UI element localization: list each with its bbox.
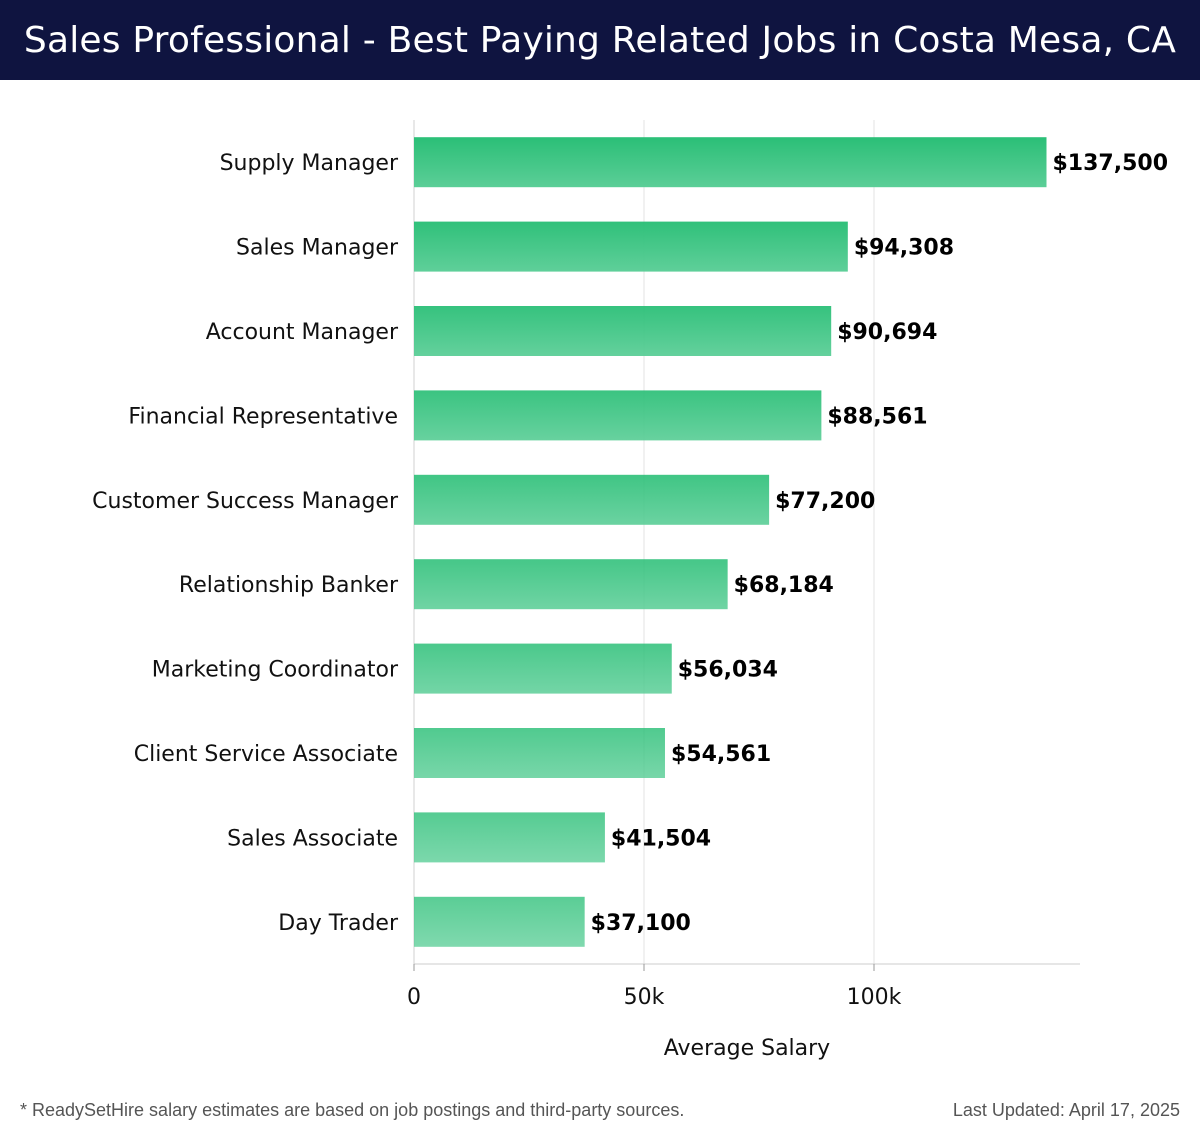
bar (414, 812, 605, 863)
bar (414, 643, 672, 694)
chart-title: Sales Professional - Best Paying Related… (23, 19, 1177, 61)
category-label: Day Trader (278, 911, 399, 936)
category-label: Marketing Coordinator (152, 658, 399, 683)
value-label: $77,200 (775, 489, 875, 514)
category-label: Client Service Associate (134, 742, 398, 767)
value-label: $88,561 (827, 404, 927, 429)
last-updated: Last Updated: April 17, 2025 (952, 1100, 1180, 1120)
labels: Supply Manager $137,500 Sales Manager $94,3… (92, 151, 1168, 936)
bar (414, 896, 585, 947)
x-tick-label: 0 (407, 985, 421, 1010)
bar (414, 137, 1047, 188)
value-label: $137,500 (1053, 151, 1169, 176)
bar (414, 221, 848, 272)
value-label: $37,100 (591, 911, 691, 936)
x-tick-label: 50k (624, 985, 665, 1010)
category-label: Relationship Banker (179, 573, 399, 598)
chart-header: Sales Professional - Best Paying Related… (0, 0, 1200, 80)
category-label: Sales Associate (227, 826, 398, 851)
value-label: $94,308 (854, 236, 954, 261)
bar (414, 728, 665, 778)
category-label: Sales Manager (236, 236, 399, 261)
bar (414, 390, 822, 441)
category-label: Supply Manager (220, 151, 399, 176)
category-label: Account Manager (206, 320, 399, 345)
x-axis: 0 50k 100k Average Salary (407, 963, 1080, 1061)
value-label: $41,504 (611, 826, 711, 851)
bar (414, 559, 728, 610)
category-label: Financial Representative (128, 404, 398, 429)
value-label: $68,184 (734, 573, 834, 598)
bar-chart: 0 50k 100k Average Salary Supply Manager $13… (92, 120, 1168, 1061)
category-label: Customer Success Manager (92, 489, 399, 514)
value-label: $90,694 (837, 320, 937, 345)
x-axis-title: Average Salary (664, 1036, 830, 1061)
value-label: $56,034 (678, 658, 778, 683)
x-tick-label: 100k (847, 985, 902, 1010)
value-label: $54,561 (671, 742, 771, 767)
bar (414, 474, 770, 525)
footer-note: * ReadySetHire salary estimates are base… (20, 1100, 685, 1120)
bar (414, 306, 832, 356)
bars (414, 137, 1047, 947)
